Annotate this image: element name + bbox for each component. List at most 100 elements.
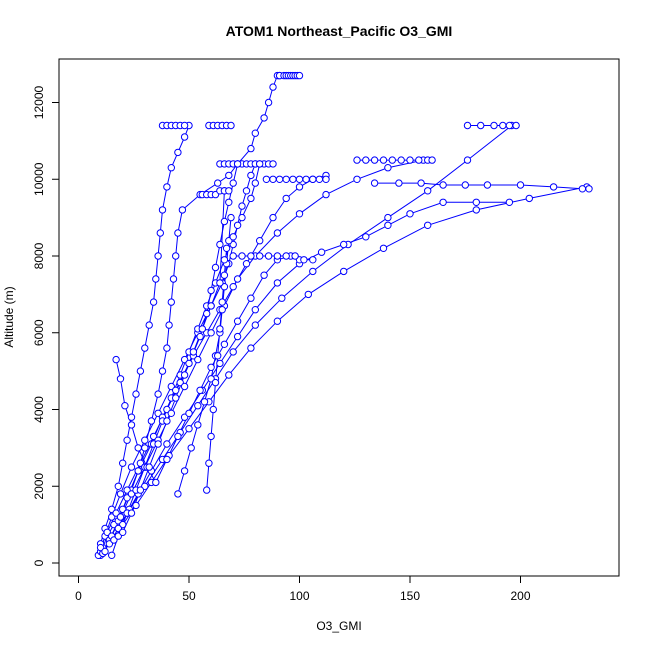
data-point (295, 71, 304, 80)
data-point (127, 413, 136, 421)
data-point (424, 221, 432, 230)
y-tick-label: 6000 (32, 319, 46, 346)
data-point (282, 252, 290, 260)
data-point (214, 179, 222, 187)
data-point (180, 382, 189, 391)
data-point (525, 194, 533, 203)
data-point (218, 298, 226, 306)
data-point (214, 352, 222, 360)
data-point (216, 240, 224, 249)
x-tick-label: 200 (510, 589, 530, 603)
data-point (196, 386, 204, 394)
x-tick-label: 150 (400, 589, 420, 603)
series-line (97, 125, 190, 556)
data-point (238, 213, 246, 222)
data-point (132, 390, 140, 398)
data-point (291, 252, 299, 260)
data-point (220, 256, 229, 264)
data-point (203, 486, 211, 494)
data-point (238, 202, 246, 210)
data-point (282, 194, 290, 203)
data-point (233, 160, 242, 168)
data-point (353, 175, 361, 184)
y-tick-label: 2000 (32, 473, 46, 500)
data-point (163, 417, 171, 425)
data-point (167, 164, 176, 172)
data-point (463, 156, 472, 164)
data-point (169, 275, 178, 283)
data-point (194, 402, 202, 410)
data-point (233, 332, 242, 341)
data-point (194, 355, 202, 364)
data-point (154, 390, 162, 398)
data-point (227, 213, 235, 222)
data-point (397, 156, 405, 164)
data-point (395, 179, 403, 187)
data-point (322, 190, 330, 199)
data-point (260, 114, 268, 122)
data-point (264, 252, 273, 260)
data-point (322, 175, 330, 184)
data-point (167, 409, 176, 417)
chart-title: ATOM1 Northeast_Pacific O3_GMI (226, 23, 453, 39)
data-point (229, 348, 237, 356)
data-point (229, 252, 237, 260)
data-point (512, 121, 520, 130)
data-point (269, 175, 277, 184)
y-axis: 0 2000 4000 6000 8000 10000 12000 (32, 85, 60, 566)
data-point (302, 175, 310, 184)
data-point (233, 317, 242, 325)
data-point (158, 206, 167, 214)
data-point (174, 490, 182, 498)
data-point (304, 290, 312, 299)
data-point (388, 156, 396, 164)
data-point (370, 156, 379, 164)
data-point (180, 133, 189, 141)
data-point (141, 344, 149, 352)
data-point (309, 175, 317, 184)
data-point (490, 121, 498, 130)
data-point (251, 129, 260, 137)
data-point (112, 355, 120, 364)
data-point (247, 344, 255, 352)
data-point (269, 83, 277, 91)
data-point (200, 398, 209, 406)
data-point (247, 294, 255, 302)
data-point (189, 348, 198, 356)
data-point (225, 187, 233, 195)
data-point (127, 421, 136, 429)
data-point (211, 378, 220, 387)
data-point (251, 321, 260, 329)
data-point (196, 332, 204, 341)
series-lines (97, 75, 589, 556)
data-point (209, 405, 218, 414)
data-point (154, 252, 162, 260)
data-point (220, 271, 229, 279)
data-point (233, 275, 242, 283)
data-point (198, 325, 207, 333)
data-point (461, 181, 469, 189)
data-point (203, 309, 211, 318)
data-point (220, 340, 229, 348)
data-point (194, 421, 202, 429)
data-point (123, 436, 131, 444)
data-point (163, 440, 171, 448)
series-line (117, 201, 510, 529)
data-point (549, 183, 558, 191)
data-point (300, 256, 308, 264)
data-point (121, 402, 129, 410)
data-point (247, 252, 255, 260)
data-point (242, 187, 251, 195)
data-point (136, 486, 145, 494)
data-point (256, 237, 264, 245)
data-point (174, 148, 182, 157)
data-point (256, 160, 264, 168)
data-point (145, 321, 153, 329)
x-axis: 0 50 100 150 200 (75, 575, 531, 603)
data-point (273, 252, 282, 260)
data-point (167, 298, 176, 306)
data-point (227, 121, 235, 130)
data-point (229, 179, 237, 187)
series-line (374, 182, 589, 190)
